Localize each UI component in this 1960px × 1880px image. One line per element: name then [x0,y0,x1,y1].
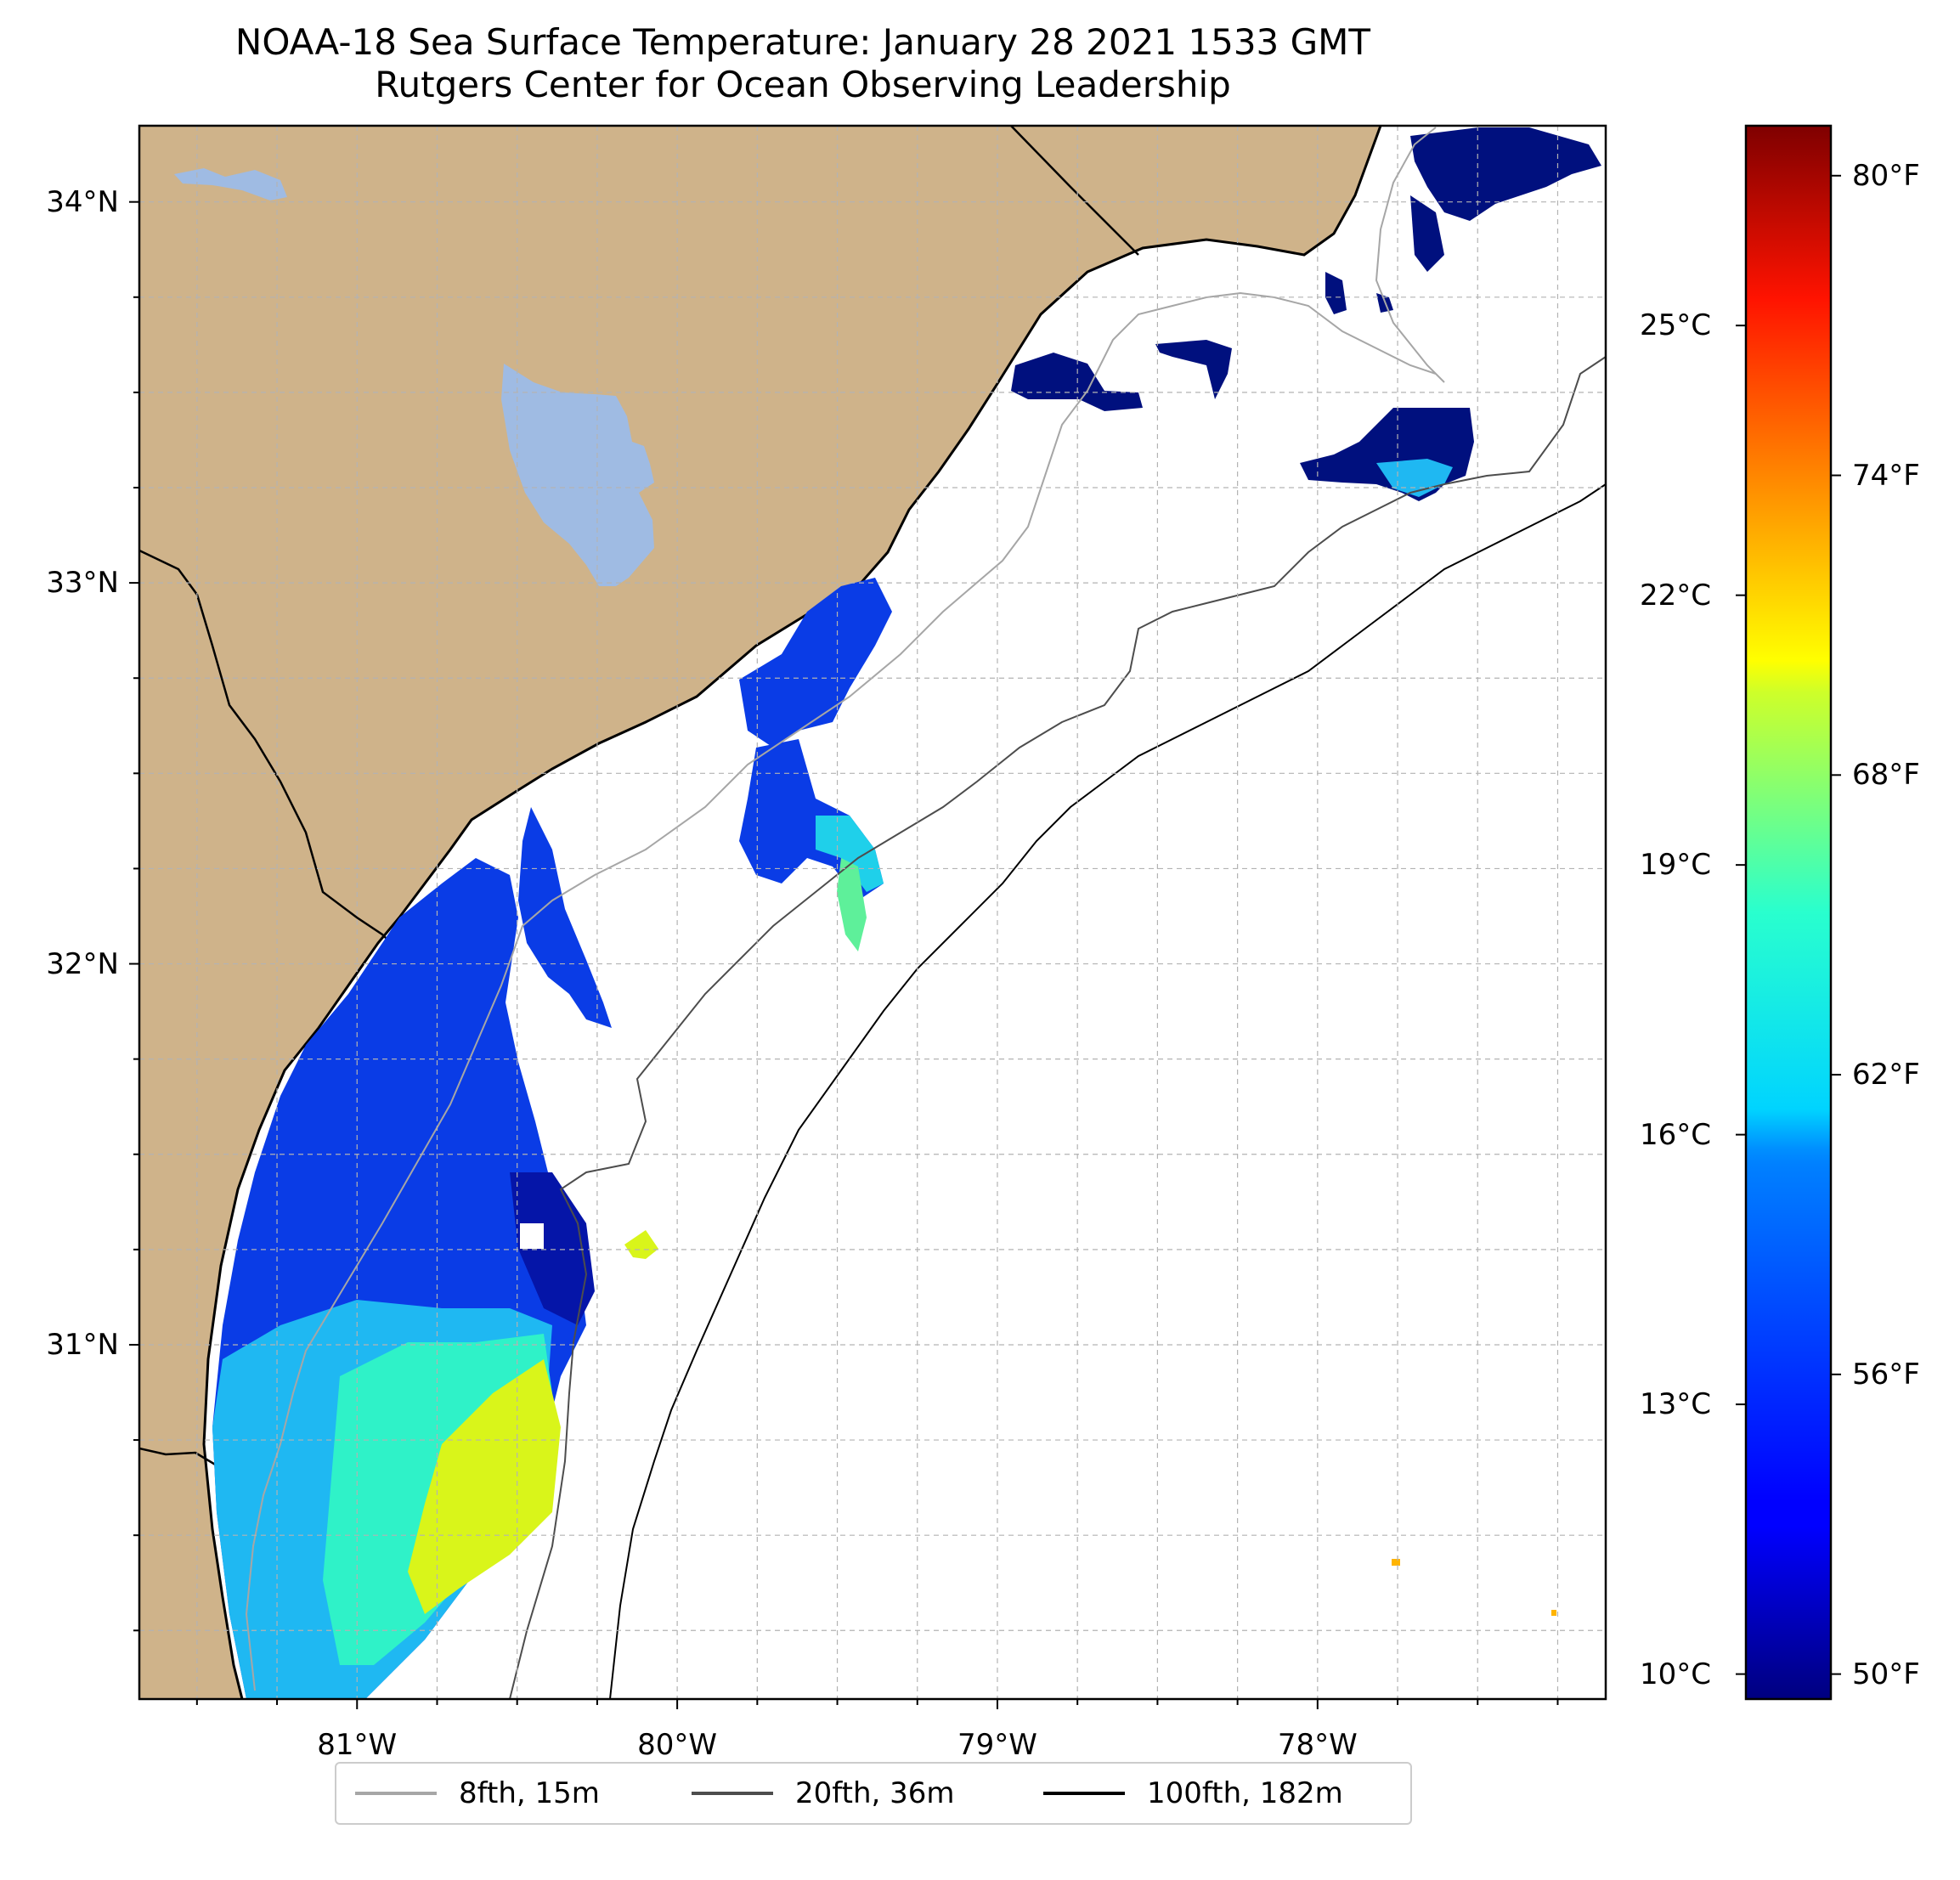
colorbar-celsius-label: 19°C [1640,848,1712,883]
state-boundary [139,1447,217,1467]
colorbar-fahrenheit-label: 62°F [1852,1058,1920,1092]
longitude-label: 78°W [1277,1728,1358,1762]
latitude-label: 34°N [46,184,119,219]
longitude-label: 80°W [637,1728,718,1762]
colorbar [1744,124,1833,1701]
state-boundary [139,549,400,952]
map-ticks [129,200,1559,1709]
isobath-36m [509,356,1606,1699]
legend-label: 100fth, 182m [1147,1776,1343,1810]
legend-line-36m [692,1792,773,1795]
isobath-182m [609,483,1606,1699]
state-boundary [1010,126,1139,256]
colorbar-celsius-label: 16°C [1640,1117,1712,1152]
legend-line-182m [1043,1792,1125,1795]
colorbar-celsius-label: 25°C [1640,308,1712,343]
colorbar-fahrenheit-label: 56°F [1852,1357,1920,1392]
legend-label: 20fth, 36m [795,1776,955,1810]
map-gridlines [139,126,1606,1699]
legend-line-15m [355,1792,437,1795]
colorbar-celsius-label: 10°C [1640,1657,1712,1691]
colorbar-fahrenheit-label: 68°F [1852,758,1920,793]
latitude-label: 32°N [46,946,119,981]
latitude-label: 31°N [46,1327,119,1362]
lake-shape [174,168,287,200]
legend-label: 8fth, 15m [459,1776,600,1810]
sst-data [212,127,1601,1699]
lake-shape [501,364,654,586]
longitude-label: 81°W [317,1728,398,1762]
isobath-15m [245,127,1445,1691]
colorbar-fahrenheit-label: 80°F [1852,158,1920,193]
map-title: NOAA-18 Sea Surface Temperature: January… [234,21,1371,63]
colorbar-celsius-label: 22°C [1640,578,1712,613]
colorbar-celsius-label: 13°C [1640,1387,1712,1422]
coastline [202,126,1382,1699]
latitude-label: 33°N [46,566,119,601]
colorbar-ticks [1736,174,1841,1675]
colorbar-fahrenheit-label: 50°F [1852,1657,1920,1691]
land-area [139,126,1381,1699]
isobath-legend: 8fth, 15m 20fth, 36m 100fth, 182m [335,1762,1412,1825]
legend-item-36m: 20fth, 36m [692,1764,955,1823]
legend-item-15m: 8fth, 15m [355,1764,600,1823]
colorbar-fahrenheit-label: 74°F [1852,458,1920,493]
legend-item-182m: 100fth, 182m [1043,1764,1343,1823]
longitude-label: 79°W [957,1728,1037,1762]
map-subtitle: Rutgers Center for Ocean Observing Leade… [375,64,1231,105]
map-frame [138,124,1607,1701]
